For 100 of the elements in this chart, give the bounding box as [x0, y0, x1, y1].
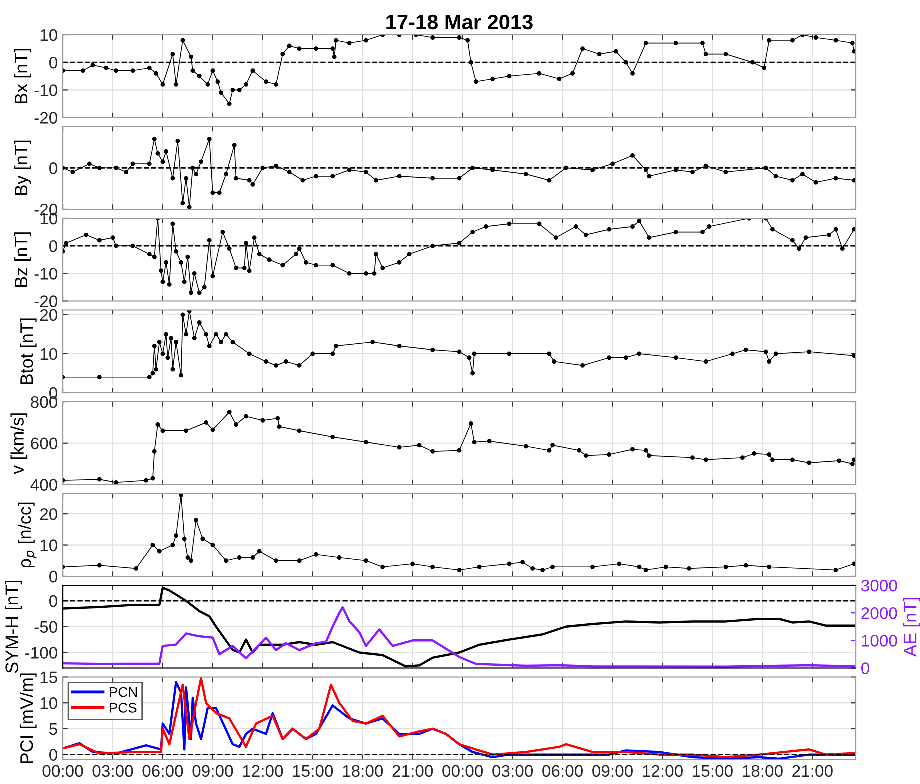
- chart-title: 17-18 Mar 2013: [386, 14, 533, 30]
- point: [169, 336, 174, 341]
- x-tick-label: 06:00: [142, 765, 184, 778]
- point: [507, 562, 512, 566]
- point: [160, 352, 166, 356]
- point: [644, 448, 648, 453]
- point: [674, 356, 678, 360]
- point: [219, 340, 224, 344]
- y-axis-title: PCI [mV/m]: [20, 674, 37, 764]
- point: [170, 543, 176, 548]
- x-tick-label: 12:00: [243, 765, 284, 778]
- point: [547, 448, 552, 453]
- point: [472, 440, 477, 445]
- point: [767, 564, 772, 570]
- point: [330, 434, 336, 440]
- point: [704, 458, 708, 462]
- point: [182, 536, 187, 542]
- point: [170, 367, 176, 372]
- point: [237, 556, 242, 560]
- y-tick-label: -10: [34, 84, 58, 96]
- point: [152, 449, 157, 454]
- point: [647, 454, 652, 458]
- point: [156, 422, 160, 427]
- point: [607, 356, 612, 360]
- point: [477, 564, 482, 570]
- x-tick-label: 00:00: [42, 765, 84, 778]
- point: [134, 566, 139, 571]
- y-axis-title: By [nT]: [14, 140, 32, 196]
- point: [330, 352, 336, 356]
- point: [310, 352, 316, 356]
- y-tick-label: 20: [40, 309, 58, 322]
- point: [364, 558, 368, 564]
- point: [194, 518, 198, 523]
- point: [210, 428, 216, 432]
- x-tick-label: 09:00: [192, 765, 234, 778]
- point: [297, 363, 302, 368]
- y-axis-title: Btot [nT]: [20, 318, 37, 384]
- point: [724, 564, 728, 570]
- point: [852, 562, 856, 566]
- point: [730, 352, 735, 356]
- point: [767, 360, 772, 364]
- point: [276, 416, 280, 421]
- y-tick-label: 15: [40, 672, 58, 684]
- point: [507, 352, 512, 356]
- point: [690, 456, 695, 460]
- x-tick-label: 09:00: [592, 765, 633, 778]
- point: [184, 332, 189, 337]
- point: [174, 534, 179, 538]
- point: [410, 562, 416, 566]
- point: [97, 563, 102, 568]
- point: [264, 360, 268, 364]
- legend-label: PCS: [110, 703, 137, 713]
- point: [97, 375, 102, 380]
- point: [174, 340, 179, 344]
- point: [767, 452, 772, 457]
- point: [577, 448, 582, 453]
- y-axis-title: Bx [nT]: [14, 49, 32, 104]
- legend-label: PCN: [110, 687, 138, 698]
- point: [540, 568, 546, 572]
- y-tick-label: 10: [40, 540, 58, 552]
- point: [790, 458, 795, 462]
- y2-tick-label: 3000: [861, 580, 898, 592]
- point: [744, 348, 748, 352]
- point: [230, 340, 236, 344]
- point: [457, 568, 462, 572]
- point: [630, 447, 635, 452]
- point: [370, 340, 376, 344]
- point: [364, 440, 368, 445]
- point: [457, 350, 462, 354]
- point: [284, 360, 288, 364]
- x-tick-label: 12:00: [643, 765, 683, 778]
- point: [200, 536, 206, 542]
- point: [257, 549, 262, 554]
- point: [204, 420, 208, 425]
- point: [150, 371, 156, 376]
- point: [144, 478, 149, 483]
- y-tick-label: 0: [50, 570, 58, 583]
- point: [334, 344, 338, 348]
- point: [584, 454, 588, 458]
- point: [150, 476, 156, 481]
- point: [150, 543, 156, 548]
- point: [764, 350, 768, 354]
- point: [380, 564, 386, 570]
- point: [189, 558, 194, 564]
- point: [852, 354, 856, 358]
- point: [524, 444, 528, 449]
- y-tick-label: 0: [50, 56, 58, 69]
- point: [770, 458, 775, 462]
- point: [157, 549, 162, 554]
- point: [192, 336, 197, 341]
- y-axis-title: v [km/s]: [10, 414, 28, 474]
- point: [617, 562, 622, 566]
- point: [774, 352, 778, 356]
- y-tick-label: 0: [50, 595, 58, 608]
- point: [547, 352, 552, 356]
- y-tick-label: 20: [40, 508, 58, 520]
- y-tick-label: -100: [26, 647, 58, 659]
- y2-axis-title: AE [nT]: [903, 598, 920, 657]
- y-tick-label: 10: [40, 698, 58, 710]
- y-tick-label: -20: [34, 112, 58, 124]
